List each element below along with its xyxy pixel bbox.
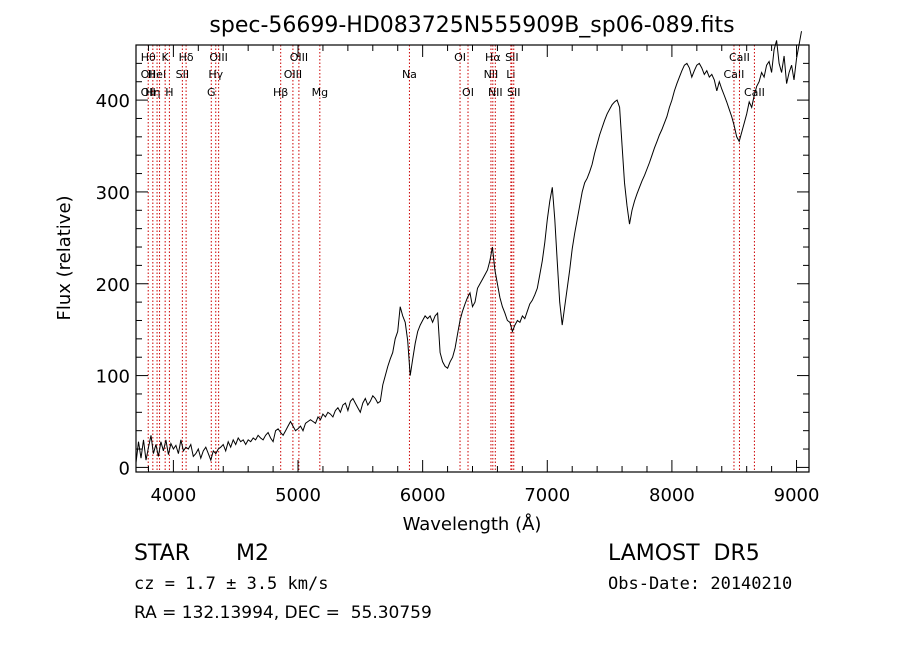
spectral-line-label: SII xyxy=(505,51,518,64)
y-tick-label: 200 xyxy=(96,275,130,296)
spectral-line-label: OI xyxy=(462,86,474,99)
spectral-line-label: Na xyxy=(402,68,417,81)
axes: 4000 5000 6000 7000 8000 9000 0 100 200 300 400 xyxy=(96,44,820,506)
spectral-line-label: OII xyxy=(141,68,156,81)
spectral-line-label: H xyxy=(165,86,173,99)
spectral-line-label: Mg xyxy=(312,86,328,99)
spectral-line-label: OI xyxy=(454,51,466,64)
spectral-line-label: SII xyxy=(507,86,520,99)
spectral-line-label: NII xyxy=(484,68,499,81)
spectral-line-label: Hγ xyxy=(208,68,223,81)
x-tick-label: 5000 xyxy=(275,485,321,506)
spectral-line-label: OIII xyxy=(290,51,308,64)
spectrum-series xyxy=(135,31,802,463)
spectral-line-label: CaII xyxy=(724,68,745,81)
spectral-line-label: Hθ xyxy=(141,51,156,64)
redshift-cz: cz = 1.7 ± 3.5 km/s xyxy=(134,574,329,594)
chart-title: spec-56699-HD083725N555909B_sp06-089.fit… xyxy=(209,13,734,38)
spectral-line-label: OII xyxy=(141,86,156,99)
x-tick-label: 7000 xyxy=(524,485,570,506)
y-tick-label: 400 xyxy=(96,91,130,112)
spectral-line-label: G xyxy=(207,86,216,99)
survey-name: LAMOST DR5 xyxy=(608,541,760,566)
x-tick-label: 4000 xyxy=(150,485,196,506)
spectral-line-label: Li xyxy=(506,68,515,81)
object-subclass: M2 xyxy=(236,541,269,566)
spectral-line-label: CaII xyxy=(744,86,765,99)
spectral-line-label: OIII xyxy=(209,51,227,64)
spectral-line-label: Hδ xyxy=(179,51,194,64)
observation-date: Obs-Date: 20140210 xyxy=(608,574,793,594)
spectral-line-label: Hβ xyxy=(273,86,288,99)
x-tick-label: 9000 xyxy=(774,485,820,506)
y-tick-label: 300 xyxy=(96,183,130,204)
y-tick-label: 0 xyxy=(119,458,130,479)
spectral-line-label: SII xyxy=(176,68,189,81)
spectral-line-label: CaII xyxy=(729,51,750,64)
ra-dec: RA = 132.13994, DEC = 55.30759 xyxy=(134,603,432,623)
y-tick-label: 100 xyxy=(96,367,130,388)
spectral-line-markers: HθOIIOIIHηHeIKHSIIHδGHγOIIIHβOIIIOIIIMgN… xyxy=(141,45,765,472)
spectral-line-label: K xyxy=(162,51,170,64)
spectral-line-label: HeI xyxy=(148,68,166,81)
spectral-line-label: Hη xyxy=(145,86,160,99)
x-tick-label: 8000 xyxy=(649,485,695,506)
spectral-line-label: NII xyxy=(488,86,503,99)
plot-frame xyxy=(135,44,810,473)
x-axis-label: Wavelength (Å) xyxy=(403,513,542,535)
spectral-line-label: Hα xyxy=(485,51,501,64)
y-axis-label: Flux (relative) xyxy=(54,195,75,320)
spectral-line-label: OIII xyxy=(284,68,302,81)
object-class: STAR xyxy=(134,541,191,566)
spectrum-line xyxy=(135,31,802,463)
x-tick-label: 6000 xyxy=(400,485,446,506)
